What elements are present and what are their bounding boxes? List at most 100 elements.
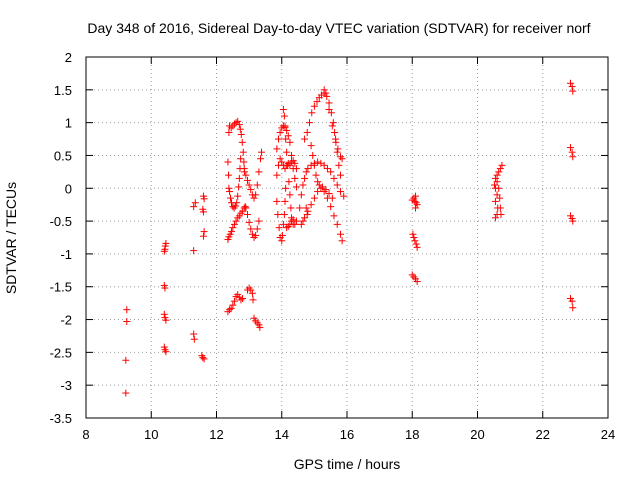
data-point xyxy=(239,148,247,156)
data-point xyxy=(199,208,207,216)
data-point xyxy=(256,323,264,331)
data-point xyxy=(331,128,339,136)
data-point xyxy=(292,183,300,191)
data-point xyxy=(123,318,131,326)
data-point xyxy=(227,304,235,312)
data-point xyxy=(320,161,328,169)
data-point xyxy=(304,165,312,173)
data-point xyxy=(232,217,240,225)
y-tick-label: -2.5 xyxy=(50,345,72,360)
data-point xyxy=(276,155,284,163)
data-point xyxy=(301,174,309,182)
data-point xyxy=(255,217,263,225)
data-point xyxy=(286,138,294,146)
data-point xyxy=(247,186,255,194)
data-point xyxy=(569,304,577,312)
x-tick-label: 20 xyxy=(470,427,484,442)
y-tick-label: -2 xyxy=(60,313,72,328)
data-point xyxy=(325,190,333,198)
data-point xyxy=(413,277,421,285)
data-point xyxy=(289,165,297,173)
x-tick-label: 18 xyxy=(405,427,419,442)
data-point xyxy=(242,171,250,179)
data-point xyxy=(273,197,281,205)
data-point xyxy=(322,89,330,97)
data-point xyxy=(496,204,504,212)
data-point xyxy=(289,216,297,224)
data-point xyxy=(279,106,287,114)
data-point xyxy=(568,297,576,305)
data-point xyxy=(225,184,233,192)
data-point xyxy=(491,197,499,205)
data-point xyxy=(247,225,255,233)
data-point xyxy=(239,295,247,303)
data-point xyxy=(274,211,282,219)
data-point xyxy=(238,138,246,146)
data-point xyxy=(285,178,293,186)
data-point xyxy=(226,188,234,196)
data-point xyxy=(241,203,249,211)
data-point xyxy=(310,161,318,169)
data-point xyxy=(253,225,261,233)
data-point xyxy=(566,144,574,152)
data-point xyxy=(304,207,312,215)
chart-title: Day 348 of 2016, Sidereal Day-to-day VTE… xyxy=(87,20,590,36)
data-point xyxy=(491,174,499,182)
data-point xyxy=(258,148,266,156)
data-point xyxy=(302,168,310,176)
data-point xyxy=(310,194,318,202)
data-point xyxy=(566,79,574,87)
data-point xyxy=(569,153,577,161)
data-point xyxy=(234,117,242,125)
y-tick-label: 1.5 xyxy=(54,83,72,98)
data-point xyxy=(191,199,199,207)
data-point xyxy=(245,218,253,226)
y-tick-label: 2 xyxy=(65,50,72,65)
data-point xyxy=(333,181,341,189)
data-point xyxy=(237,155,245,163)
data-point xyxy=(323,165,331,173)
data-point xyxy=(497,211,505,219)
data-point xyxy=(297,191,305,199)
data-point xyxy=(276,128,284,136)
data-point xyxy=(239,207,247,215)
data-point xyxy=(333,148,341,156)
data-point xyxy=(333,220,341,228)
data-point xyxy=(305,119,313,127)
data-point xyxy=(200,195,208,203)
data-point xyxy=(491,214,499,222)
data-point xyxy=(287,204,295,212)
data-point xyxy=(413,243,421,251)
data-point xyxy=(328,122,336,130)
data-point xyxy=(235,121,243,129)
data-point xyxy=(230,297,238,305)
data-point xyxy=(332,135,340,143)
data-point xyxy=(282,135,290,143)
data-point xyxy=(301,135,309,143)
x-tick-label: 14 xyxy=(275,427,289,442)
y-tick-label: -0.5 xyxy=(50,214,72,229)
data-point xyxy=(310,102,318,110)
data-point xyxy=(230,220,238,228)
data-point xyxy=(199,354,207,362)
data-point xyxy=(229,224,237,232)
y-tick-label: 0 xyxy=(65,181,72,196)
data-point xyxy=(248,230,256,238)
data-point xyxy=(296,204,304,212)
data-point xyxy=(412,204,420,212)
data-point xyxy=(297,220,305,228)
data-points xyxy=(122,79,577,397)
data-point xyxy=(200,355,208,363)
data-point xyxy=(308,109,316,117)
data-point xyxy=(312,171,320,179)
data-point xyxy=(325,99,333,107)
data-point xyxy=(338,155,346,163)
y-tick-label: 1 xyxy=(65,116,72,131)
data-point xyxy=(336,188,344,196)
data-point xyxy=(253,181,261,189)
data-point xyxy=(252,232,260,240)
data-point xyxy=(569,217,577,225)
data-point xyxy=(190,203,198,211)
data-point xyxy=(248,289,256,297)
data-point xyxy=(314,178,322,186)
